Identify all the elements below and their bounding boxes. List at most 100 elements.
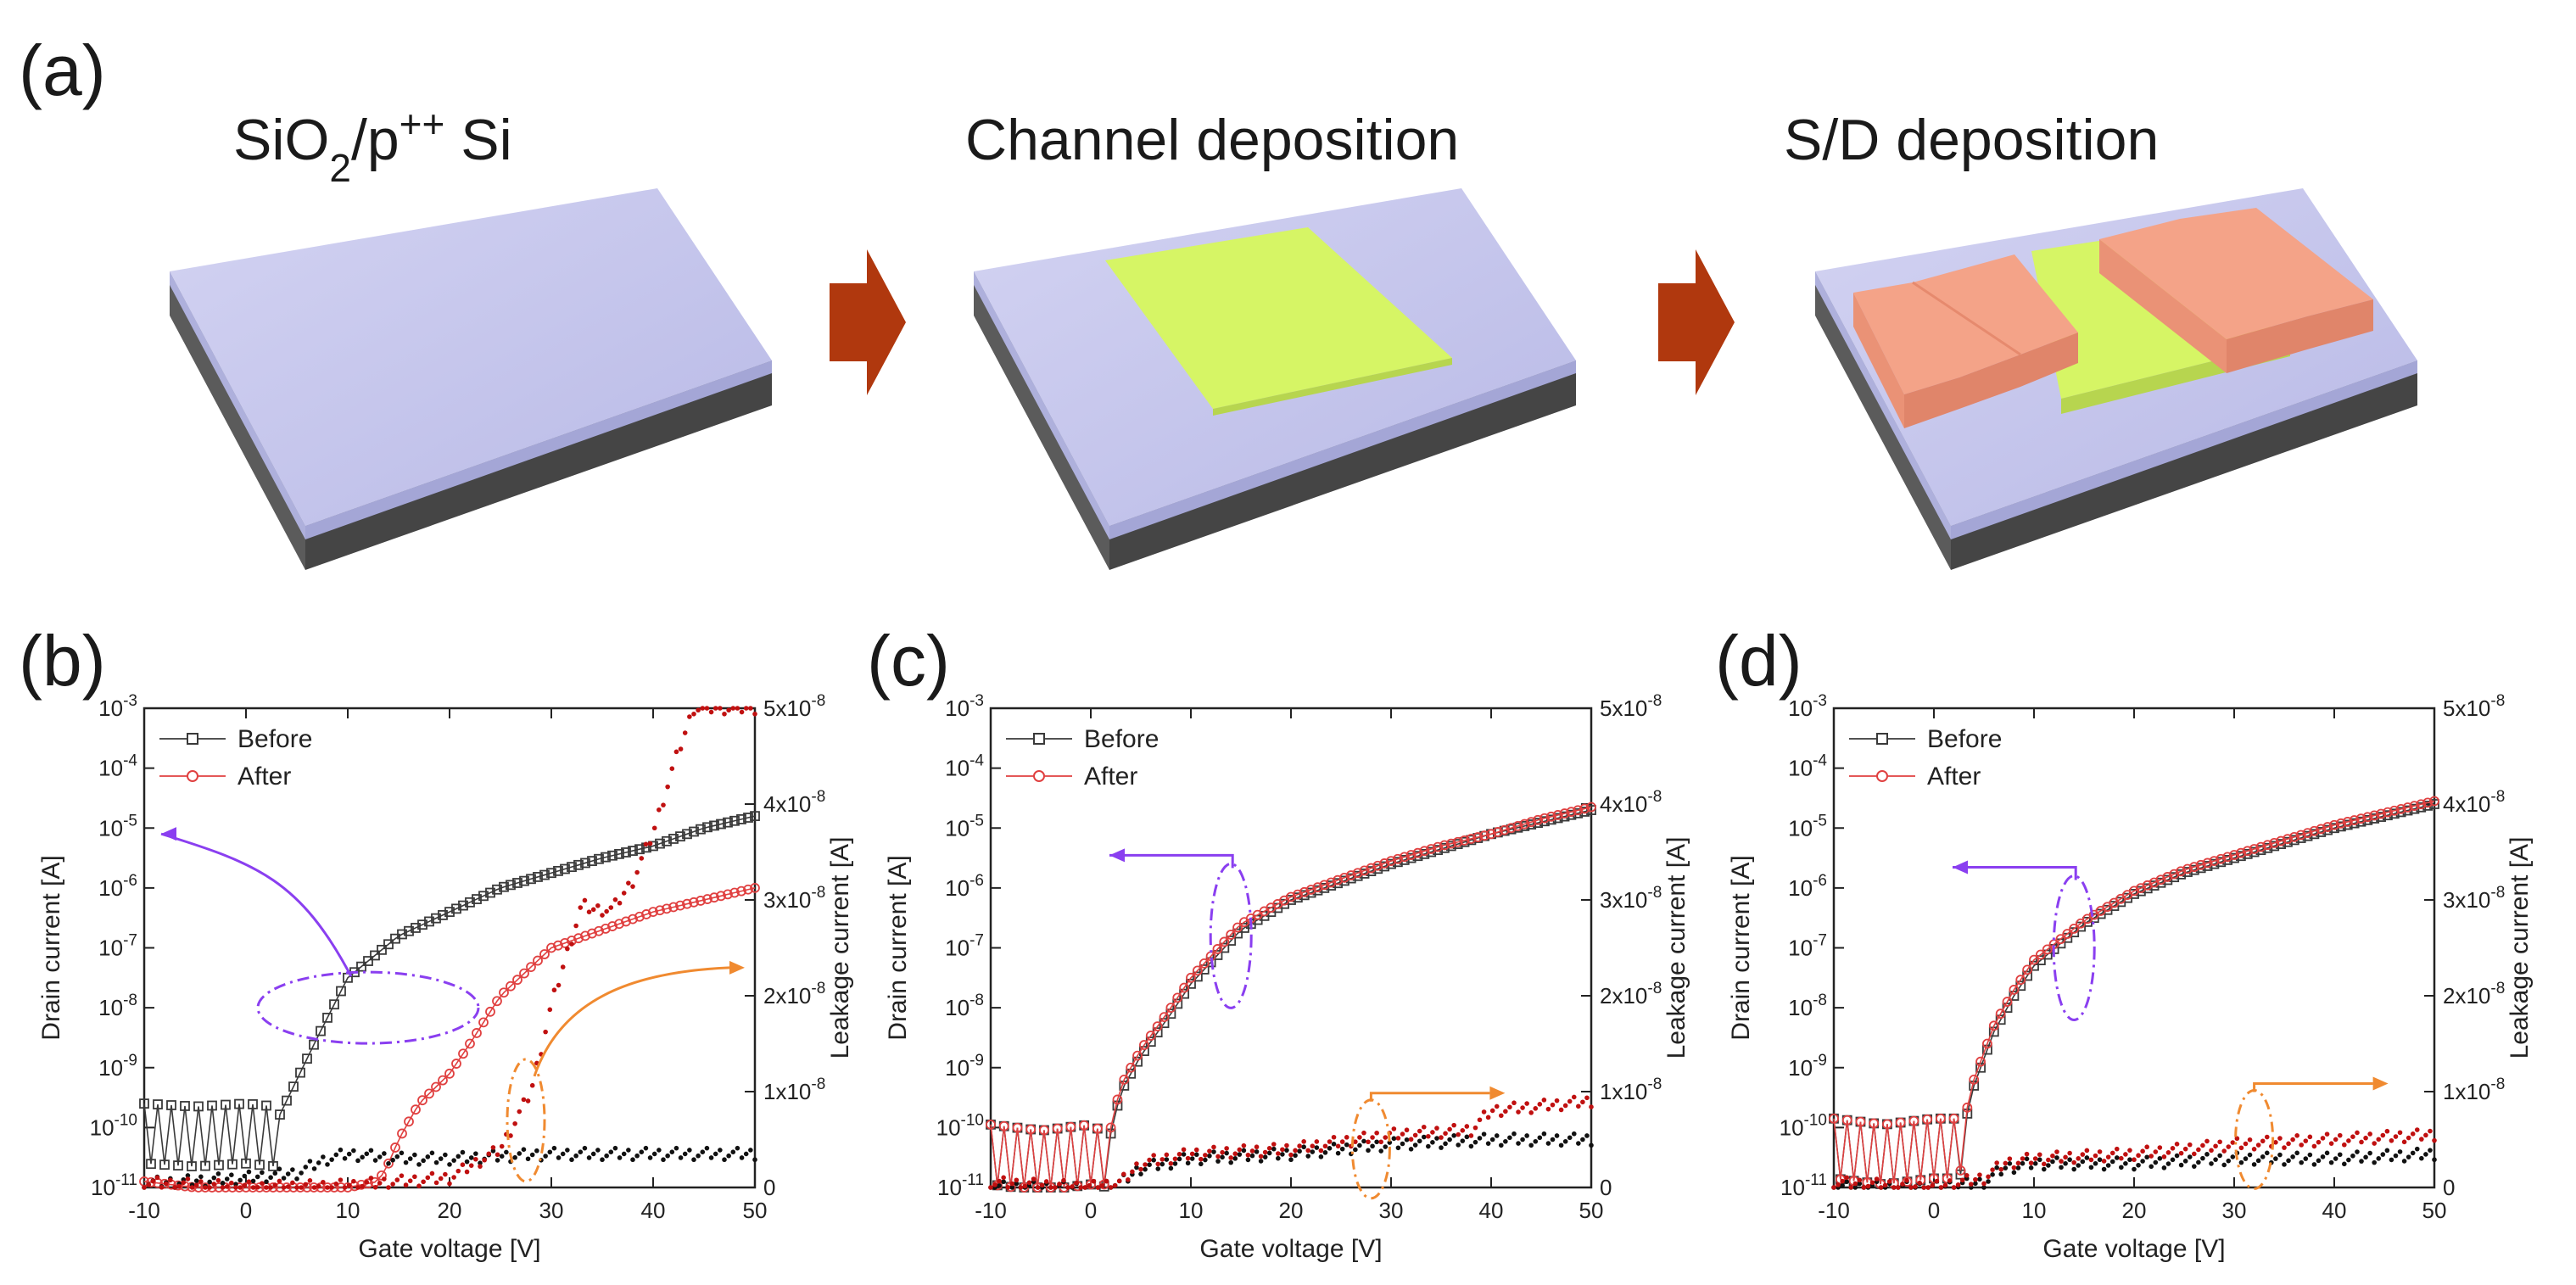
data-point — [386, 1160, 391, 1166]
data-point — [1009, 1185, 1015, 1190]
oxide-left-side — [974, 271, 1109, 539]
data-point — [1203, 1157, 1208, 1163]
data-point — [1951, 1185, 1957, 1190]
x-axis-title: Gate voltage [V] — [358, 1235, 540, 1263]
data-point — [2080, 1152, 2086, 1157]
data-point — [1399, 852, 1410, 863]
data-point — [1948, 1113, 1959, 1124]
y2-tick-label: 2x10-8 — [763, 980, 825, 1008]
data-point — [1126, 1062, 1137, 1073]
data-point — [2309, 829, 2320, 840]
data-point — [1199, 958, 1210, 969]
data-point — [2322, 824, 2333, 835]
data-point — [417, 919, 427, 930]
data-point — [1262, 1154, 1268, 1159]
data-point — [2200, 1143, 2205, 1148]
data-point — [748, 1148, 753, 1153]
data-point — [2135, 886, 2146, 897]
data-point — [696, 707, 701, 713]
data-point — [696, 1153, 701, 1159]
data-point — [1005, 1185, 1011, 1190]
x-tick-label: 20 — [1279, 1198, 1304, 1223]
data-point — [2429, 796, 2439, 807]
data-point — [464, 1159, 470, 1165]
data-point — [424, 916, 434, 927]
data-point — [2062, 929, 2073, 939]
data-point — [1959, 1177, 1965, 1183]
data-point — [478, 1160, 483, 1165]
data-point — [556, 1155, 562, 1160]
data-point — [1921, 1185, 1926, 1190]
data-point — [268, 1175, 273, 1181]
data-point — [2316, 1158, 2322, 1164]
data-point — [696, 896, 706, 906]
source-electrode — [1853, 254, 2078, 394]
data-point — [254, 1159, 265, 1170]
data-point — [316, 1183, 321, 1189]
data-point — [668, 902, 679, 913]
data-point — [1459, 835, 1470, 846]
data-point — [2155, 877, 2166, 888]
data-point — [1494, 1133, 1500, 1138]
y2-tick-label: 1x10-8 — [763, 1075, 825, 1104]
data-point — [700, 1149, 706, 1154]
data-point — [2363, 1135, 2368, 1141]
series-before — [139, 811, 760, 1171]
data-point — [1908, 1115, 1919, 1126]
data-point — [1451, 1133, 1456, 1138]
data-point — [146, 1176, 156, 1187]
data-point — [1224, 1150, 1229, 1156]
data-point — [1147, 1157, 1152, 1163]
data-point — [1370, 1143, 1375, 1149]
series-before-leakage — [142, 1145, 757, 1190]
data-point — [2169, 872, 2180, 883]
y-tick-label: 10-8 — [1788, 992, 1827, 1020]
data-point — [1039, 1125, 1049, 1136]
data-point — [250, 1185, 256, 1190]
data-point — [1105, 1122, 1116, 1133]
data-point — [512, 1154, 517, 1160]
data-point — [290, 1167, 295, 1172]
data-point — [1258, 1159, 1264, 1164]
data-point — [390, 1143, 400, 1153]
data-point — [2277, 1136, 2283, 1141]
data-point — [988, 1185, 993, 1190]
data-point — [1417, 1128, 1422, 1134]
data-point — [1573, 805, 1584, 816]
data-point — [2410, 1150, 2416, 1156]
data-point — [2249, 846, 2260, 858]
data-point — [506, 880, 516, 891]
data-point — [708, 709, 714, 715]
data-point — [1835, 1174, 1846, 1185]
data-point — [1318, 1154, 1324, 1159]
data-point — [2046, 1163, 2051, 1168]
data-point — [617, 900, 623, 906]
purple-arrow — [1109, 853, 1234, 869]
data-point — [712, 706, 718, 711]
data-point — [268, 1160, 278, 1171]
data-point — [1973, 1176, 1978, 1182]
data-point — [1226, 930, 1237, 940]
data-point — [1176, 1151, 1182, 1157]
data-point — [1452, 836, 1463, 847]
data-point — [272, 1170, 278, 1176]
data-point — [372, 1185, 378, 1190]
data-point — [543, 1029, 548, 1035]
data-point — [2260, 1138, 2266, 1144]
data-point — [1391, 1136, 1397, 1142]
data-point — [1503, 1109, 1508, 1115]
data-point — [2428, 1148, 2433, 1153]
data-point — [1299, 890, 1310, 901]
data-point — [2288, 835, 2299, 846]
data-point — [2376, 1156, 2382, 1161]
data-point — [383, 939, 394, 950]
data-point — [390, 1182, 395, 1187]
data-point — [1310, 1149, 1316, 1154]
data-point — [1404, 1127, 1410, 1133]
data-point — [1468, 1133, 1474, 1138]
data-point — [2195, 859, 2206, 870]
data-point — [1964, 1172, 1970, 1178]
chart-panel-b: -10 0 10 20 30 40 50 10-3 10-4 10-5 10-6 10-7 10-8 10… — [37, 692, 854, 1263]
data-point — [281, 1185, 287, 1190]
